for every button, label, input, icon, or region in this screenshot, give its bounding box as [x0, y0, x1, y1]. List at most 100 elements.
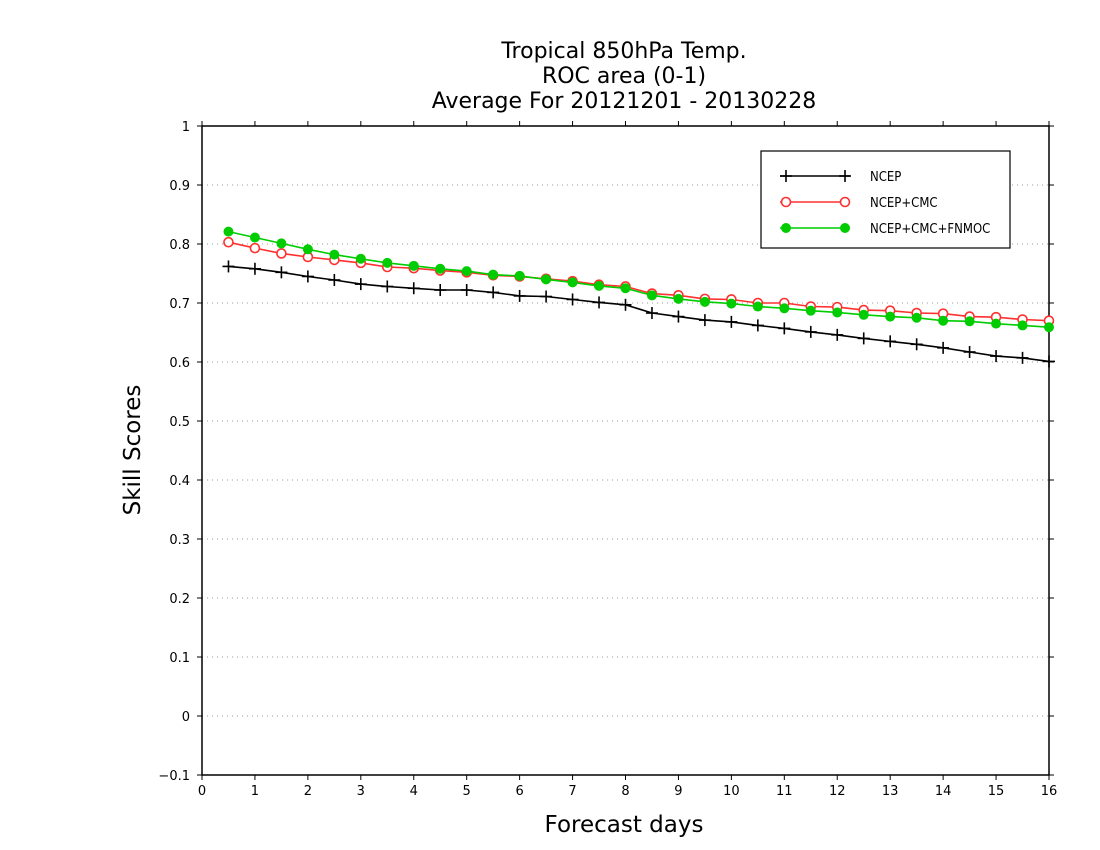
legend-marker-left: [781, 223, 791, 233]
data-point: [223, 226, 234, 237]
legend-marker-right: [840, 223, 850, 233]
data-point: [354, 278, 367, 291]
data-point: [619, 298, 632, 311]
x-tick-label: 14: [935, 784, 952, 799]
data-point: [222, 260, 235, 273]
data-point: [857, 332, 870, 345]
data-point: [646, 290, 657, 301]
data-point: [858, 309, 869, 320]
data-point: [698, 314, 711, 327]
data-point: [831, 328, 844, 341]
data-point: [488, 269, 499, 280]
data-point: [594, 280, 605, 291]
legend-item: NCEP: [780, 170, 901, 185]
data-point: [514, 270, 525, 281]
legend-marker-right: [839, 196, 851, 208]
legend-label: NCEP+CMC+FNMOC: [870, 222, 990, 237]
x-tick-label: 10: [723, 784, 740, 799]
data-point: [593, 296, 606, 309]
data-point: [885, 311, 896, 322]
data-point: [382, 257, 393, 268]
data-point: [752, 301, 763, 312]
x-tick-label: 1: [251, 784, 259, 799]
x-tick-label: 9: [674, 784, 682, 799]
data-point: [804, 325, 817, 338]
data-point: [884, 335, 897, 348]
x-axis-label: Forecast days: [545, 812, 704, 838]
data-point: [461, 266, 472, 277]
chart-title: Tropical 850hPa Temp. ROC area (0-1) Ave…: [432, 39, 817, 114]
legend-marker-right: [839, 170, 851, 182]
x-tick-label: 13: [882, 784, 899, 799]
data-point: [1016, 351, 1029, 364]
grid-lines: [202, 184, 1049, 717]
title-line-2: ROC area (0-1): [542, 64, 706, 89]
data-point: [223, 236, 234, 248]
data-point: [964, 316, 975, 327]
x-tick-label: 2: [304, 784, 312, 799]
x-tick-label: 11: [776, 784, 793, 799]
title-line-1: Tropical 850hPa Temp.: [500, 39, 746, 64]
legend-marker-left: [780, 196, 792, 208]
x-tick-label: 5: [463, 784, 471, 799]
x-tick-label: 15: [988, 784, 1005, 799]
data-point: [249, 242, 261, 254]
data-point: [301, 270, 314, 283]
data-point: [355, 253, 366, 264]
data-point: [276, 238, 287, 249]
data-point: [620, 283, 631, 294]
y-tick-label: 0: [182, 710, 190, 725]
data-point: [408, 260, 419, 271]
data-point: [513, 289, 526, 302]
y-tick-label: 0.1: [169, 651, 190, 666]
y-tick-label: 0.6: [169, 356, 190, 371]
x-tick-label: 4: [410, 784, 418, 799]
data-point: [832, 307, 843, 318]
data-point: [487, 286, 500, 299]
data-point: [276, 248, 287, 259]
data-point: [726, 298, 737, 309]
data-point: [645, 307, 658, 320]
data-point: [1017, 320, 1028, 331]
y-axis-label: Skill Scores: [120, 385, 146, 516]
data-point: [566, 293, 579, 306]
data-point: [779, 303, 790, 314]
data-point: [805, 305, 816, 316]
data-point: [540, 290, 553, 303]
y-tick-label: 0.8: [169, 238, 190, 253]
data-point: [778, 322, 791, 335]
x-tick-label: 12: [829, 784, 846, 799]
data-point: [275, 266, 288, 279]
data-point: [963, 345, 976, 358]
legend-item: NCEP+CMC: [780, 196, 938, 211]
legend-box: [760, 150, 1011, 249]
x-tick-label: 3: [357, 784, 365, 799]
data-point: [990, 350, 1003, 363]
y-tick-label: 0.9: [169, 179, 190, 194]
y-tick-label: 1: [182, 120, 190, 135]
title-line-3: Average For 20121201 - 20130228: [432, 89, 817, 114]
legend: NCEP NCEP+CMC NCEP+CMC+FNMOC: [760, 150, 1011, 249]
series-lines: [222, 226, 1055, 368]
y-tick-label: 0.7: [169, 297, 190, 312]
y-ticks: −0.1 0 0.1 0.2 0.3 0.4 0.5 0.6 0.7 0.8 0.9 1: [158, 120, 1054, 784]
data-point: [302, 244, 313, 255]
data-point: [751, 319, 764, 332]
data-point: [328, 273, 341, 286]
data-point: [910, 338, 923, 351]
data-point: [937, 341, 950, 354]
data-point: [699, 296, 710, 307]
data-point: [434, 284, 447, 297]
data-point: [991, 318, 1002, 329]
y-tick-label: 0.3: [169, 533, 190, 548]
data-point: [381, 280, 394, 293]
y-tick-label: 0.5: [169, 415, 190, 430]
data-point: [911, 312, 922, 323]
data-point: [248, 262, 261, 275]
y-tick-label: 0.4: [169, 474, 190, 489]
data-point: [1043, 355, 1055, 368]
legend-label: NCEP: [870, 170, 901, 185]
x-tick-label: 6: [515, 784, 523, 799]
x-tick-label: 0: [198, 784, 206, 799]
